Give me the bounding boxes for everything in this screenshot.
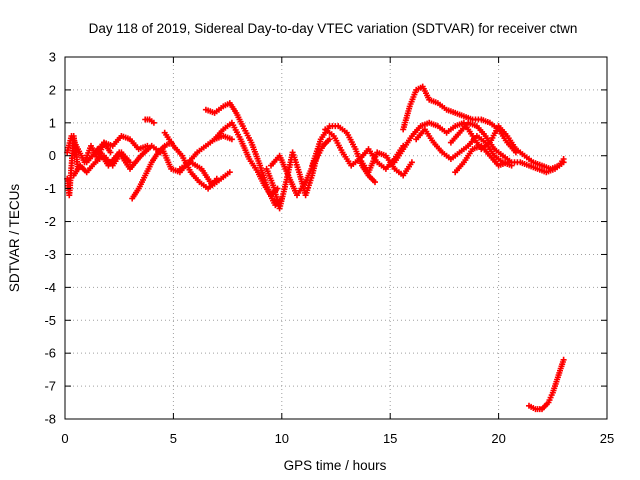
series-markers [413, 126, 515, 169]
series-markers [356, 149, 415, 179]
plot-frame [64, 56, 608, 420]
series-track-10 [176, 159, 233, 189]
series-markers [94, 142, 164, 172]
chart-title: Day 118 of 2019, Sidereal Day-to-day VTE… [89, 21, 578, 36]
series-track-6 [129, 139, 175, 202]
series-track-17 [356, 149, 415, 179]
y-tick-label: 0 [49, 148, 56, 163]
series-track-23 [526, 356, 567, 413]
series-markers [129, 139, 175, 202]
y-tick-label: -7 [44, 379, 56, 394]
series-track-12 [211, 119, 281, 199]
x-tick-label: 0 [61, 431, 68, 446]
grid-lines [65, 57, 607, 419]
x-tick-label: 5 [170, 431, 177, 446]
x-axis-ticks: 0 5 10 15 20 25 [61, 57, 614, 446]
y-tick-label: 3 [49, 50, 56, 65]
y-tick-label: -6 [44, 346, 56, 361]
series-track-7 [142, 116, 157, 126]
series-track-5 [94, 142, 164, 172]
y-axis-ticks: 3 2 1 0 -1 -2 -3 -4 -5 -6 -7 -8 [44, 50, 607, 427]
series-markers [526, 356, 567, 413]
series-track-18 [400, 83, 519, 156]
x-tick-label: 15 [383, 431, 397, 446]
x-tick-label: 20 [491, 431, 505, 446]
y-tick-label: -8 [44, 412, 56, 427]
y-axis-label: SDTVAR / TECUs [7, 184, 22, 293]
x-axis-label: GPS time / hours [284, 458, 387, 473]
series-track-21 [447, 119, 567, 176]
y-tick-label: 1 [49, 115, 56, 130]
series-markers [176, 159, 233, 189]
series-track-20 [413, 126, 515, 169]
y-tick-label: -1 [44, 181, 56, 196]
y-tick-label: -3 [44, 247, 56, 262]
y-tick-label: -2 [44, 214, 56, 229]
series-markers [447, 119, 567, 176]
y-tick-label: -5 [44, 313, 56, 328]
series-markers [142, 116, 157, 126]
y-tick-label: -4 [44, 280, 56, 295]
series-track-14 [268, 136, 333, 199]
y-tick-label: 2 [49, 82, 56, 97]
data-series [64, 83, 567, 413]
series-markers [452, 142, 511, 176]
series-track-19 [391, 119, 567, 172]
x-tick-label: 10 [275, 431, 289, 446]
series-line [402, 85, 517, 154]
series-markers [211, 119, 281, 199]
series-track-22 [452, 142, 511, 176]
x-tick-label: 25 [600, 431, 614, 446]
series-markers [400, 83, 519, 156]
